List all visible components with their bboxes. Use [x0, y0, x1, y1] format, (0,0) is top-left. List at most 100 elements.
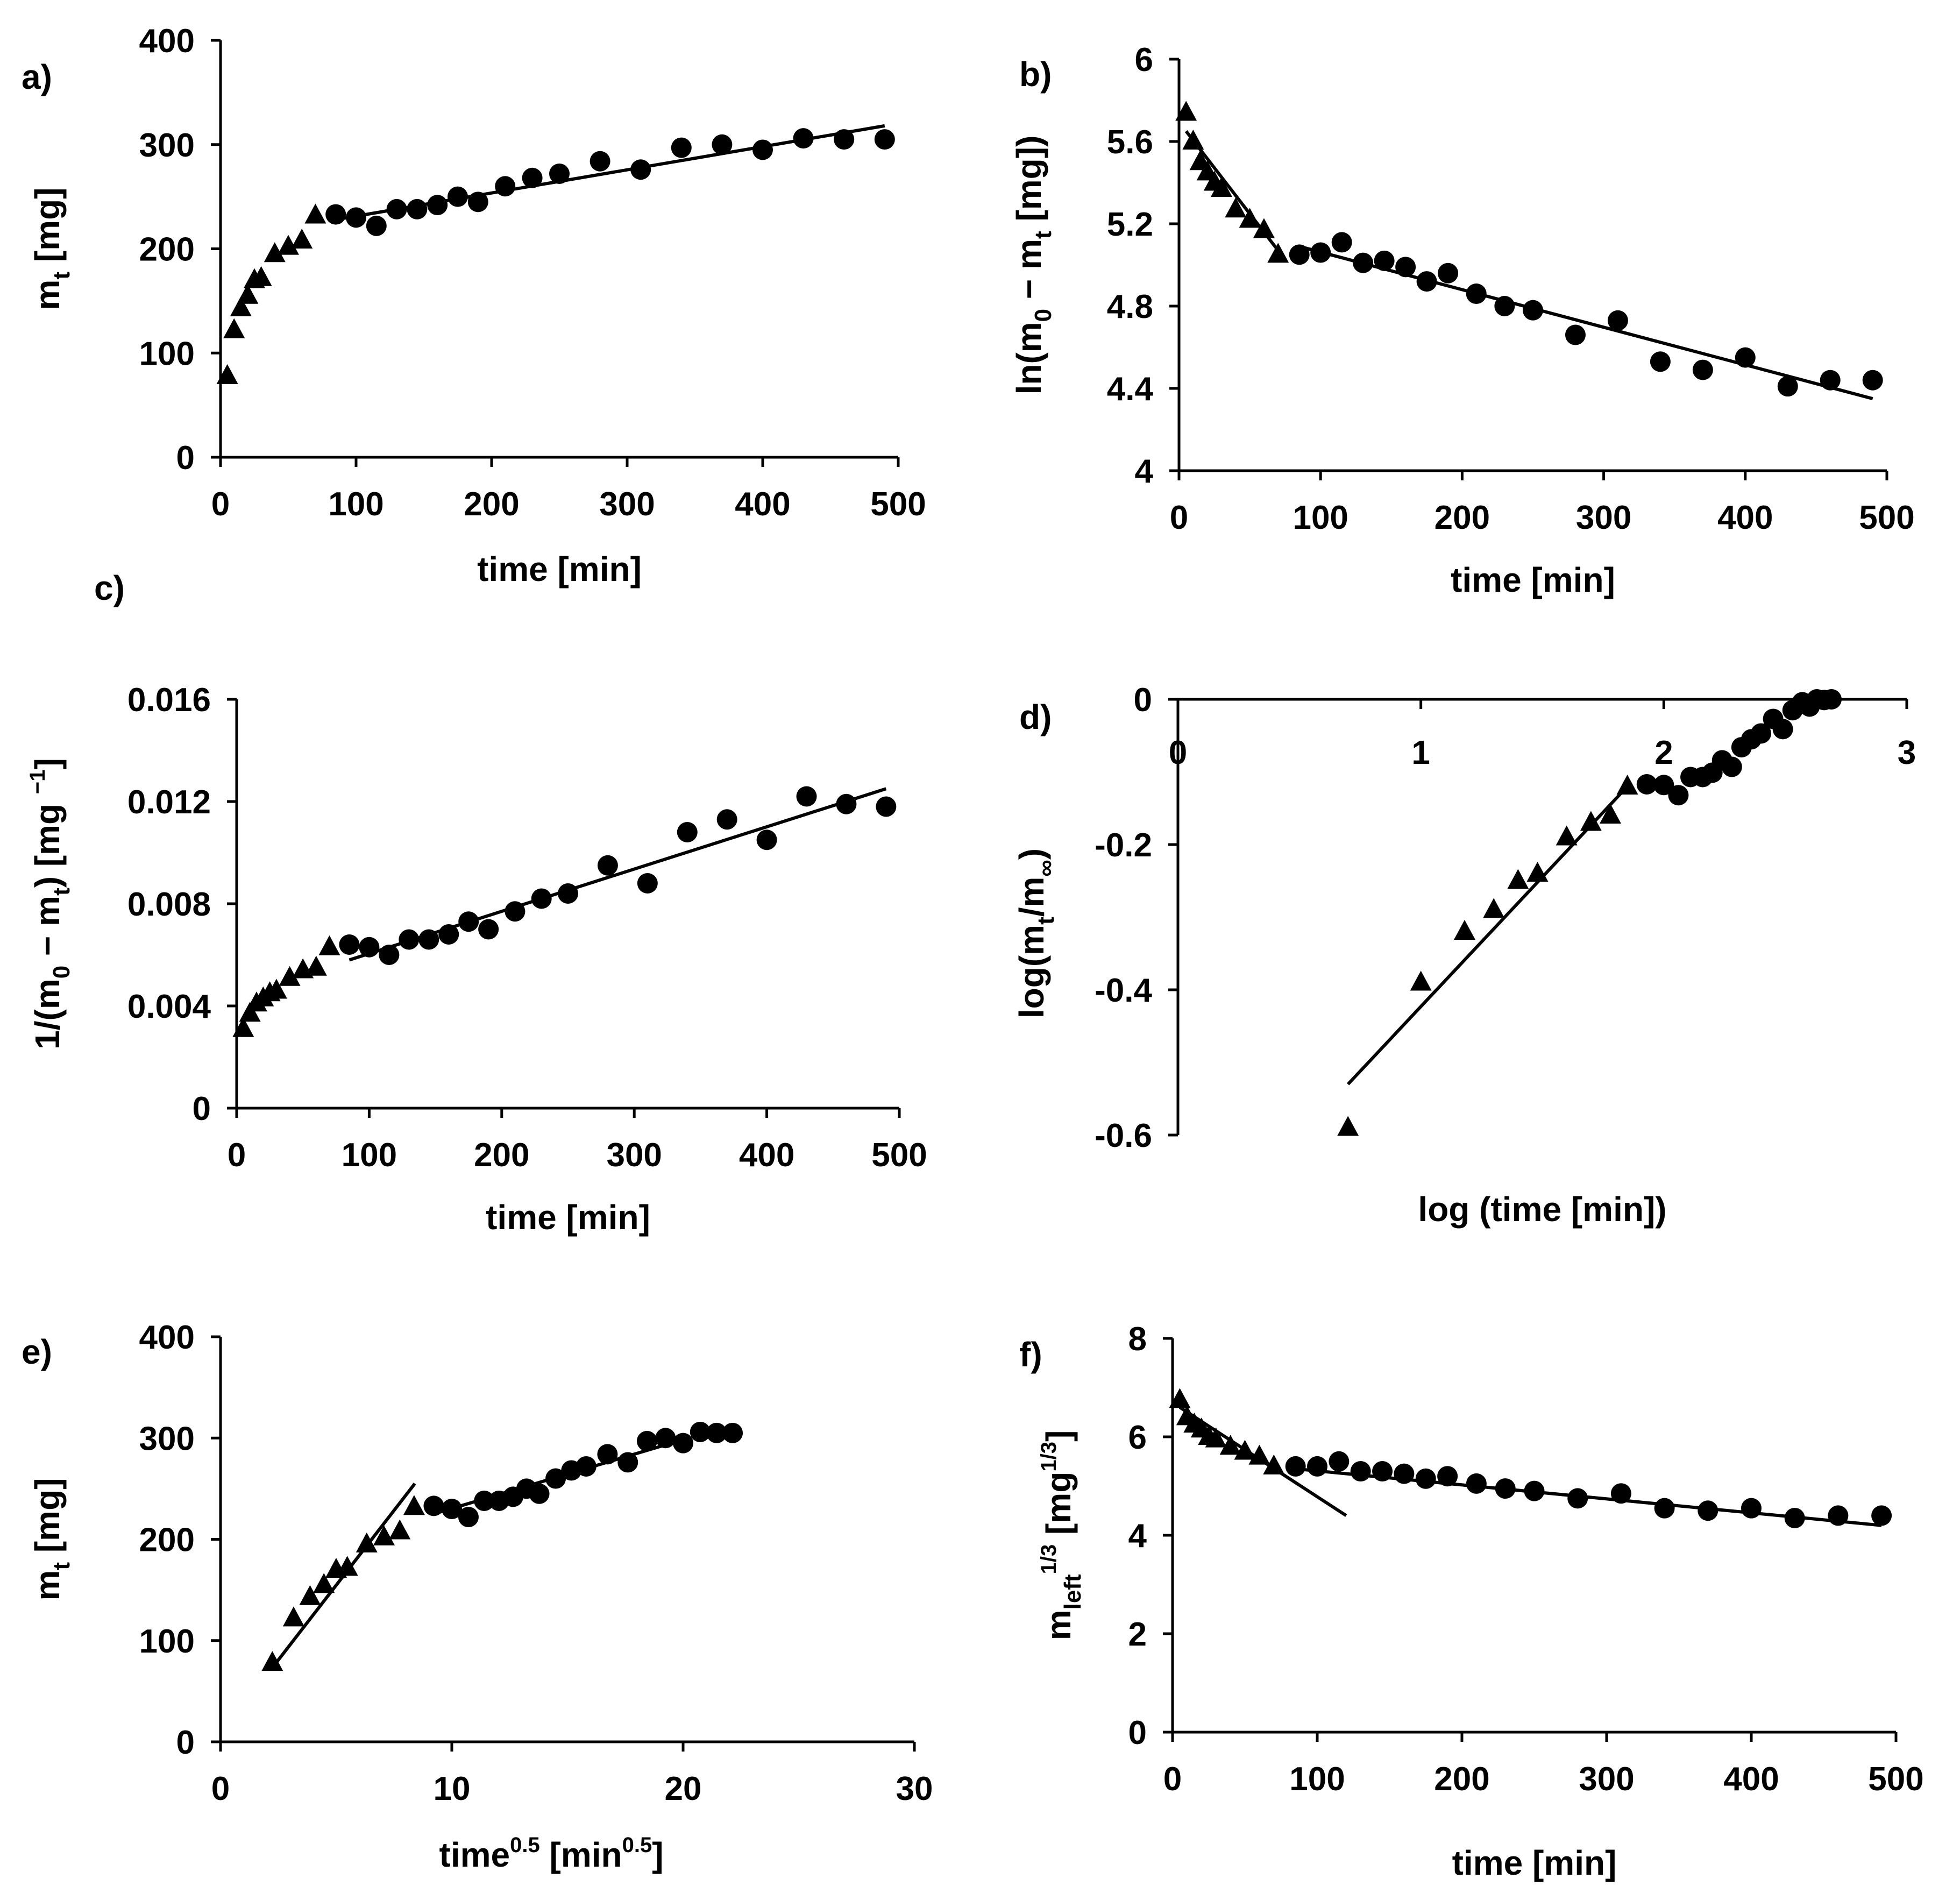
data-point-circle	[1310, 242, 1331, 263]
data-point-circle	[671, 137, 692, 158]
x-axis-title: time [min]	[477, 550, 642, 589]
y-tick-label: 5.2	[1107, 206, 1153, 243]
x-tick-label: 300	[1576, 499, 1631, 536]
x-tick-label: 200	[464, 486, 519, 523]
data-point-triangle	[1253, 218, 1275, 238]
x-tick-label: 400	[1717, 499, 1773, 536]
fit-line	[1295, 1467, 1882, 1527]
data-point-triangle	[1267, 243, 1289, 263]
x-tick-label: 100	[1293, 499, 1348, 536]
data-point-triangle	[1169, 1388, 1191, 1408]
x-tick-label: 3	[1898, 734, 1916, 771]
data-point-triangle	[250, 266, 272, 286]
data-point-circle	[346, 207, 366, 228]
axis-title-part: ) [mg	[28, 794, 67, 888]
axis-title-part: 0.5	[622, 1833, 652, 1857]
data-point-circle	[1698, 1500, 1718, 1521]
data-point-circle	[1438, 263, 1459, 283]
data-point-circle	[1668, 785, 1689, 806]
axis-title-part: ln(m	[1010, 322, 1048, 394]
axis-title-part: )	[1012, 848, 1051, 860]
data-point-triangle	[1453, 920, 1475, 940]
data-point-triangle	[403, 1495, 425, 1515]
x-tick-label: 300	[1579, 1761, 1634, 1798]
data-point-triangle	[1234, 1440, 1256, 1460]
data-point-circle	[1636, 774, 1657, 795]
data-point-triangle	[230, 296, 252, 316]
panel-label: a)	[22, 58, 52, 96]
axis-title-part: ∞	[1033, 860, 1059, 876]
axis-title-part: m	[1039, 1610, 1078, 1640]
data-point-circle	[474, 1490, 495, 1511]
y-tick-label: -0.4	[1095, 972, 1152, 1009]
x-tick-label: 1	[1411, 734, 1430, 771]
y-tick-label: 6	[1135, 41, 1153, 79]
x-tick-label: 100	[1289, 1761, 1345, 1798]
axis-title-part: 1/(m	[28, 979, 67, 1050]
data-point-triangle	[216, 364, 238, 384]
data-point-triangle	[261, 1651, 283, 1671]
y-tick-label: -0.6	[1095, 1117, 1152, 1154]
y-tick-label: 4.4	[1107, 371, 1154, 408]
data-point-circle	[1353, 252, 1374, 273]
data-point-circle	[1653, 775, 1674, 796]
data-point-circle	[1415, 1468, 1436, 1489]
axis-title-part: 0	[1030, 309, 1056, 322]
x-tick-label: 0	[228, 1137, 246, 1174]
data-point-circle	[1374, 250, 1395, 271]
data-point-circle	[836, 793, 857, 814]
axis-title-part: m	[28, 1570, 67, 1601]
axis-title-part: t	[1030, 231, 1056, 239]
y-tick-label: 100	[139, 1623, 195, 1660]
data-point-triangle	[232, 1017, 254, 1037]
x-axis-title: time [min]	[1451, 561, 1615, 599]
data-point-circle	[1820, 370, 1841, 391]
data-point-circle	[1741, 1498, 1762, 1519]
x-tick-label: 0	[1170, 499, 1188, 536]
data-point-triangle	[279, 966, 301, 986]
chart-panel-d: 0 1 2 3 -0.6 -0.4 -0.2 0 log (time [min]) log(mt/…	[1012, 682, 1916, 1229]
axis-title-part: time	[439, 1835, 510, 1874]
data-point-circle	[655, 1428, 676, 1449]
data-point-circle	[756, 829, 777, 850]
x-tick-label: 2	[1654, 734, 1673, 771]
axis-title-part: ]	[1039, 1430, 1078, 1442]
data-point-circle	[1862, 370, 1883, 391]
data-point-triangle	[1205, 1427, 1227, 1448]
chart-panel-b: 0 100 200 300 400 500 4 4.4 4.8 5.2 5.6 6 time [min]…	[1010, 41, 1915, 599]
y-axis-title: 1/(m0 − mt) [mg −1]	[26, 758, 75, 1050]
x-tick-label: 200	[474, 1137, 529, 1174]
y-tick-label: 0.004	[127, 988, 211, 1025]
data-point-circle	[386, 198, 407, 219]
data-point-circle	[478, 919, 499, 940]
axis-title-part: −1	[26, 769, 49, 794]
axis-title-part: 0.5	[510, 1833, 540, 1857]
axis-title-part: t	[48, 888, 75, 896]
data-point-circle	[1692, 359, 1713, 380]
data-point-circle	[1735, 347, 1756, 368]
chart-panel-a: 0 100 200 300 400 500 0 100 200 300 400 time [min] m…	[22, 23, 926, 589]
data-point-circle	[876, 796, 897, 817]
data-point-circle	[1416, 271, 1437, 292]
data-point-circle	[558, 883, 578, 904]
data-point-circle	[1610, 1483, 1631, 1504]
fit-line	[349, 787, 887, 962]
data-point-circle	[442, 1499, 462, 1520]
data-point-triangle	[282, 1606, 304, 1627]
data-point-circle	[458, 911, 479, 932]
data-point-triangle	[1239, 208, 1261, 228]
data-point-triangle	[1483, 898, 1505, 918]
data-point-circle	[366, 215, 387, 236]
y-tick-label: 0	[193, 1090, 211, 1128]
data-point-circle	[1307, 1456, 1327, 1477]
x-tick-label: 0	[1169, 734, 1187, 771]
x-tick-label: 200	[1434, 1761, 1489, 1798]
data-point-circle	[423, 1495, 444, 1516]
axis-title-part: − m	[1010, 239, 1048, 309]
data-point-triangle	[1556, 825, 1578, 846]
axis-title-part: [mg]	[28, 188, 67, 272]
data-point-circle	[1751, 723, 1771, 744]
data-point-circle	[1466, 283, 1487, 304]
y-tick-label: 0	[1128, 1714, 1147, 1752]
